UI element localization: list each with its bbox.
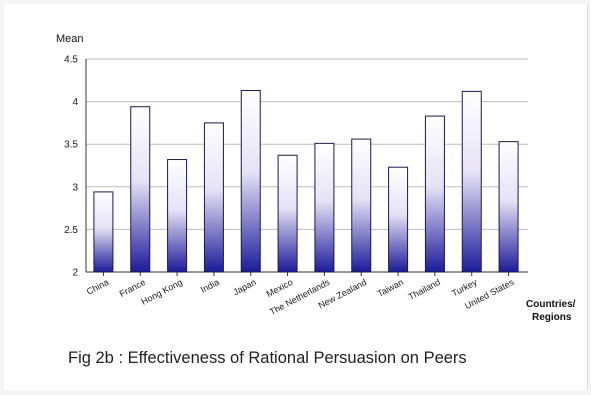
bar <box>461 90 482 273</box>
chart-frame: Mean 2 2.5 3 3.5 4 4.5 China France Hong Kong Ind… <box>4 4 588 390</box>
bar <box>498 141 519 273</box>
y-tick-label: 3 <box>72 182 78 193</box>
x-axis-title-line-1: Countries/ <box>526 299 576 310</box>
bar <box>130 106 151 273</box>
y-tick-label: 2.5 <box>64 225 78 236</box>
x-tick-label: India <box>199 277 221 295</box>
y-tick-label: 3.5 <box>64 140 78 151</box>
x-axis-title-line-2: Regions <box>532 312 572 323</box>
y-tick-label: 4 <box>72 97 78 108</box>
y-tick-label: 2 <box>72 268 78 279</box>
bar <box>314 142 335 273</box>
x-tick-label: Japan <box>231 277 257 297</box>
figure-caption: Fig 2b : Effectiveness of Rational Persu… <box>68 349 467 367</box>
x-tick-label: Hong Kong <box>140 277 184 307</box>
bar <box>93 191 114 273</box>
bar <box>277 154 298 273</box>
bar <box>351 138 372 273</box>
y-tick-label: 4.5 <box>64 55 78 66</box>
bar <box>388 166 409 273</box>
y-axis-title: Mean <box>56 33 84 45</box>
x-tick-label: Thailand <box>407 277 442 302</box>
x-tick-label: Taiwan <box>376 277 405 299</box>
bar <box>240 90 261 273</box>
bar <box>424 115 445 273</box>
bar <box>203 122 224 273</box>
x-tick-label: China <box>85 277 110 297</box>
bar <box>167 159 188 273</box>
